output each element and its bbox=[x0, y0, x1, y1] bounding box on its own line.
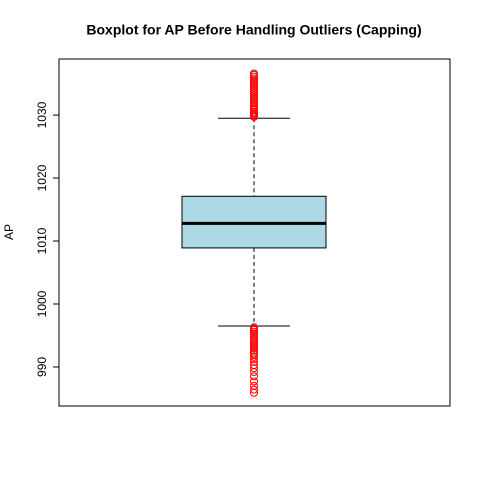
outlier bbox=[250, 367, 258, 376]
outlier bbox=[250, 377, 258, 386]
outlier bbox=[250, 69, 258, 78]
outlier bbox=[250, 357, 258, 366]
outlier bbox=[250, 388, 258, 397]
outlier bbox=[250, 350, 258, 359]
outlier bbox=[250, 372, 258, 381]
chart-title: Boxplot for AP Before Handling Outliers … bbox=[86, 22, 421, 38]
outlier bbox=[250, 385, 258, 394]
y-tick-label: 1010 bbox=[35, 227, 49, 254]
y-tick-label: 1030 bbox=[35, 101, 49, 128]
y-tick-label: 1000 bbox=[35, 290, 49, 317]
y-axis-label: AP bbox=[2, 224, 16, 240]
y-tick-label: 990 bbox=[35, 357, 49, 377]
outlier bbox=[250, 352, 258, 361]
outlier bbox=[250, 355, 258, 364]
y-tick-label: 1020 bbox=[35, 164, 49, 191]
plot-frame bbox=[58, 58, 451, 407]
outlier bbox=[250, 364, 258, 373]
